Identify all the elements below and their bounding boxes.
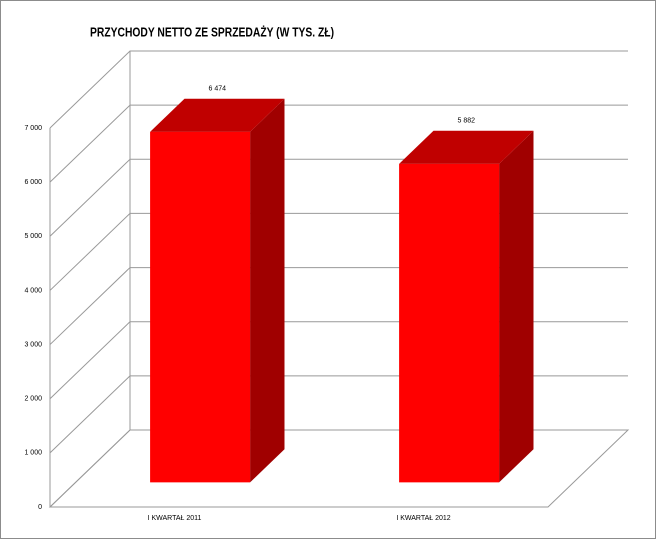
bar xyxy=(399,163,500,483)
y-tick-label: 6 000 xyxy=(24,179,42,186)
bar-side xyxy=(250,98,285,483)
value-label: 6 474 xyxy=(209,86,227,93)
bar xyxy=(150,131,251,483)
value-label: 5 882 xyxy=(458,118,476,125)
y-tick-label: 1 000 xyxy=(24,450,42,457)
y-tick-label: 7 000 xyxy=(24,125,42,132)
grid-line xyxy=(49,50,628,129)
y-tick-label: 5 000 xyxy=(24,233,42,240)
y-tick-label: 2 000 xyxy=(24,396,42,403)
x-tick-label: I KWARTAŁ 2011 xyxy=(148,515,202,522)
x-tick-label: I KWARTAŁ 2012 xyxy=(396,515,450,522)
bar-side xyxy=(499,130,534,483)
y-tick-label: 0 xyxy=(38,504,42,511)
y-tick-label: 4 000 xyxy=(24,287,42,294)
y-tick-label: 3 000 xyxy=(24,341,42,348)
chart-title: PRZYCHODY NETTO ZE SPRZEDAŻY (W TYS. ZŁ) xyxy=(90,24,334,39)
bar-top xyxy=(399,130,534,164)
bar-top xyxy=(150,98,285,132)
grid-line xyxy=(49,104,628,183)
